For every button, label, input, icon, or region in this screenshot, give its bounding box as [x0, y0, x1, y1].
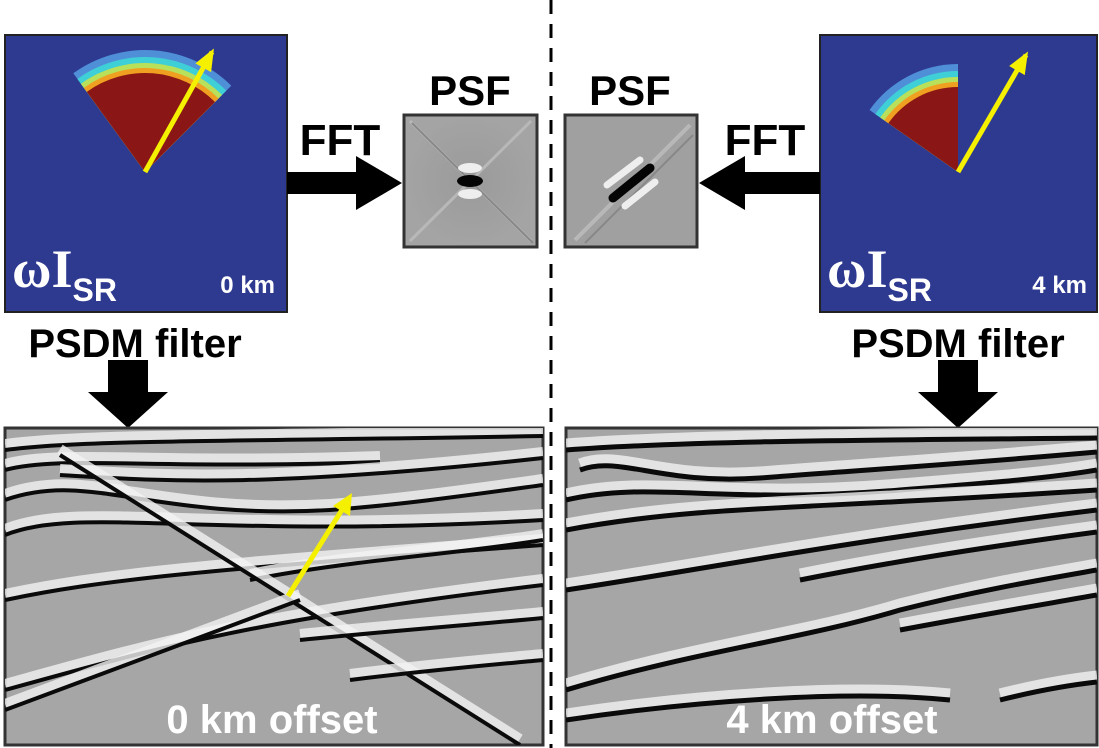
arrow — [88, 360, 168, 428]
fft-label: FFT — [300, 116, 381, 165]
psf-title: PSF — [429, 67, 511, 114]
filter-offset: 4 km — [1032, 272, 1087, 299]
subscript: SR — [73, 272, 117, 308]
figure: ωISR 0 km ωISR 4 km FFT FFT PSF PSF PSDM… — [0, 0, 1099, 748]
subscript: SR — [888, 272, 932, 308]
symbol: ωI — [12, 239, 73, 299]
arrow — [918, 360, 998, 428]
filter-name: PSDM filter — [28, 322, 241, 366]
filter-name: PSDM filter — [851, 322, 1064, 366]
symbol: ωI — [827, 239, 888, 299]
image-label: 0 km offset — [166, 698, 377, 742]
image-label: 4 km offset — [726, 698, 937, 742]
filter-offset: 0 km — [220, 272, 275, 299]
psf-title: PSF — [589, 67, 671, 114]
fft-label: FFT — [725, 116, 806, 165]
